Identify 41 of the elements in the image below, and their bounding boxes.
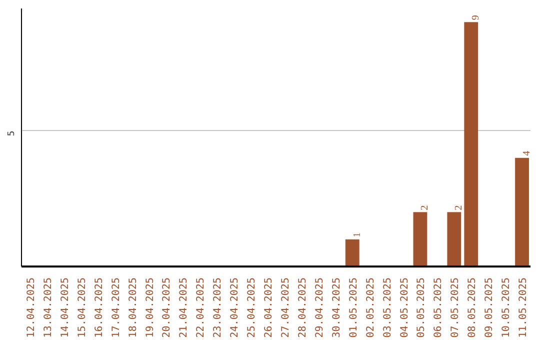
x-tick-label: 25.04.2025 <box>246 277 258 338</box>
bar <box>447 212 462 266</box>
x-tick-label: 03.05.2025 <box>382 277 394 338</box>
x-tick-label: 12.04.2025 <box>26 277 37 338</box>
bar <box>413 212 428 266</box>
x-tick-label: 21.04.2025 <box>178 277 190 338</box>
x-tick-label: 18.04.2025 <box>128 277 139 338</box>
data-label: 9 <box>470 15 482 20</box>
x-tick-label: 06.05.2025 <box>433 277 444 338</box>
data-label: 2 <box>420 205 431 210</box>
x-tick-label: 20.04.2025 <box>162 277 173 338</box>
x-tick-label: 22.04.2025 <box>196 277 207 338</box>
x-tick-label: 11.05.2025 <box>518 277 530 338</box>
x-tick-label: 08.05.2025 <box>467 277 478 338</box>
x-tick-label: 26.04.2025 <box>264 277 275 338</box>
x-tick-label: 14.04.2025 <box>60 277 71 338</box>
x-tick-label: 02.05.2025 <box>365 277 376 338</box>
x-tick-label: 24.04.2025 <box>230 277 241 338</box>
data-label: 4 <box>522 150 533 156</box>
x-tick-label: 13.04.2025 <box>42 277 54 338</box>
x-tick-label: 01.05.2025 <box>348 277 360 338</box>
x-tick-label: 05.05.2025 <box>416 277 428 338</box>
x-tick-label: 15.04.2025 <box>76 277 88 338</box>
x-tick-label: 16.04.2025 <box>94 277 105 338</box>
bar <box>345 239 360 266</box>
x-tick-label: 30.04.2025 <box>331 277 342 338</box>
x-tick-label: 29.04.2025 <box>314 277 326 338</box>
bar <box>515 158 529 266</box>
data-label: 1 <box>352 232 363 238</box>
x-tick-label: 19.04.2025 <box>144 277 156 338</box>
y-tick-label: 5 <box>7 130 17 136</box>
x-tick-label: 27.04.2025 <box>280 277 292 338</box>
x-tick-label: 17.04.2025 <box>110 277 122 338</box>
x-tick-label: 07.05.2025 <box>450 277 462 338</box>
x-tick-label: 09.05.2025 <box>484 277 496 338</box>
data-label: 2 <box>454 205 465 210</box>
x-tick-label: 10.05.2025 <box>501 277 512 338</box>
x-tick-label: 04.05.2025 <box>399 277 410 338</box>
bar <box>464 22 478 266</box>
x-tick-label: 28.04.2025 <box>297 277 308 338</box>
x-tick-label: 23.04.2025 <box>212 277 224 338</box>
